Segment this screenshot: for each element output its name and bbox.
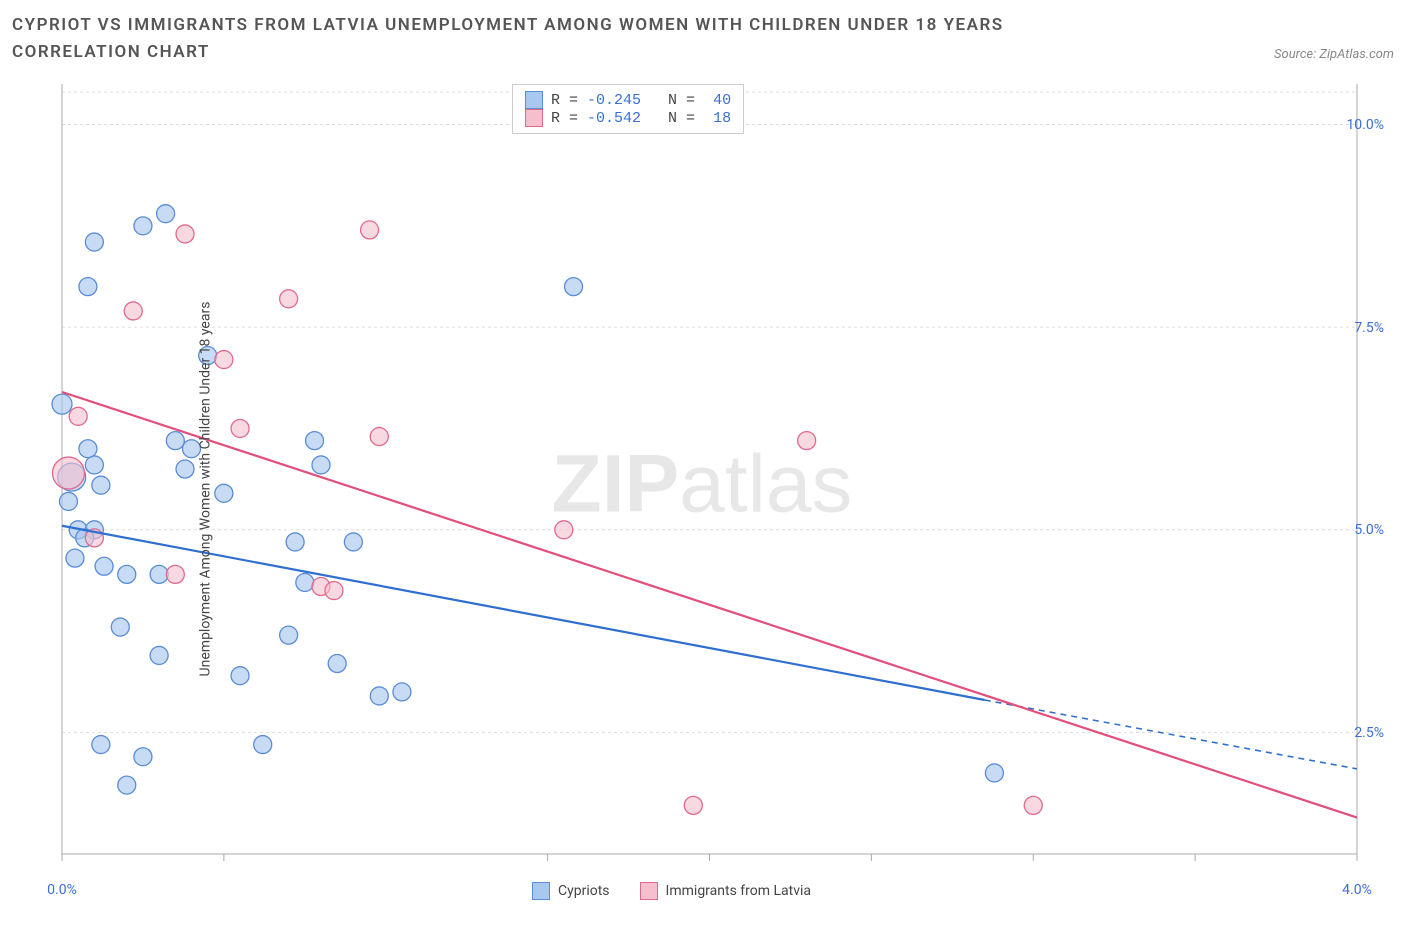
data-point (166, 432, 184, 450)
legend-row: R = -0.542 N = 18 (525, 109, 731, 127)
data-point (286, 533, 304, 551)
legend-label: Cypriots (558, 883, 610, 899)
data-point (370, 687, 388, 705)
legend-row: R = -0.245 N = 40 (525, 91, 731, 109)
data-point (325, 582, 343, 600)
data-point (150, 566, 168, 584)
data-point (52, 395, 72, 415)
legend-swatch (640, 882, 658, 900)
trend-line (62, 392, 1357, 818)
data-point (111, 618, 129, 636)
data-point (92, 736, 110, 754)
data-point (215, 351, 233, 369)
data-point (215, 485, 233, 503)
data-point (798, 432, 816, 450)
data-point (370, 428, 388, 446)
data-point (231, 667, 249, 685)
data-point (95, 558, 113, 576)
correlation-legend: R = -0.245 N = 40R = -0.542 N = 18 (512, 84, 744, 134)
data-point (280, 290, 298, 308)
y-tick-label: 5.0% (1354, 522, 1384, 538)
data-point (85, 456, 103, 474)
chart-container: Unemployment Among Women with Children U… (12, 74, 1392, 904)
data-point (280, 627, 298, 645)
y-tick-label: 7.5% (1354, 320, 1384, 336)
x-tick-label: 0.0% (47, 882, 77, 898)
legend-swatch (525, 109, 543, 127)
data-point (393, 683, 411, 701)
data-point (328, 655, 346, 673)
legend-swatch (525, 91, 543, 109)
legend-swatch (532, 882, 550, 900)
chart-title: CYPRIOT VS IMMIGRANTS FROM LATVIA UNEMPL… (12, 12, 1112, 66)
x-tick-label: 4.0% (1342, 882, 1372, 898)
trend-line-dash (985, 700, 1357, 769)
legend-item: Immigrants from Latvia (640, 882, 811, 900)
data-point (254, 736, 272, 754)
data-point (134, 217, 152, 235)
data-point (66, 550, 84, 568)
data-point (231, 420, 249, 438)
data-point (118, 566, 136, 584)
data-point (312, 456, 330, 474)
y-axis-label: Unemployment Among Women with Children U… (197, 302, 213, 677)
data-point (59, 493, 77, 511)
data-point (118, 776, 136, 794)
scatter-chart (12, 74, 1392, 904)
data-point (79, 278, 97, 296)
data-point (344, 533, 362, 551)
legend-label: Immigrants from Latvia (666, 883, 811, 899)
data-point (306, 432, 324, 450)
data-point (150, 647, 168, 665)
data-point (361, 221, 379, 239)
data-point (92, 477, 110, 495)
data-point (52, 457, 84, 489)
data-point (1024, 797, 1042, 815)
legend-item: Cypriots (532, 882, 610, 900)
data-point (684, 797, 702, 815)
data-point (134, 748, 152, 766)
data-point (176, 225, 194, 243)
series-legend: Cypriots Immigrants from Latvia (532, 882, 811, 900)
data-point (296, 574, 314, 592)
data-point (176, 460, 194, 478)
data-point (79, 440, 97, 458)
y-tick-label: 10.0% (1346, 117, 1384, 133)
y-tick-label: 2.5% (1354, 725, 1384, 741)
data-point (157, 205, 175, 223)
source-label: Source: ZipAtlas.com (1274, 47, 1394, 66)
data-point (555, 521, 573, 539)
data-point (69, 408, 87, 426)
data-point (985, 764, 1003, 782)
data-point (124, 302, 142, 320)
data-point (166, 566, 184, 584)
data-point (85, 233, 103, 251)
data-point (565, 278, 583, 296)
